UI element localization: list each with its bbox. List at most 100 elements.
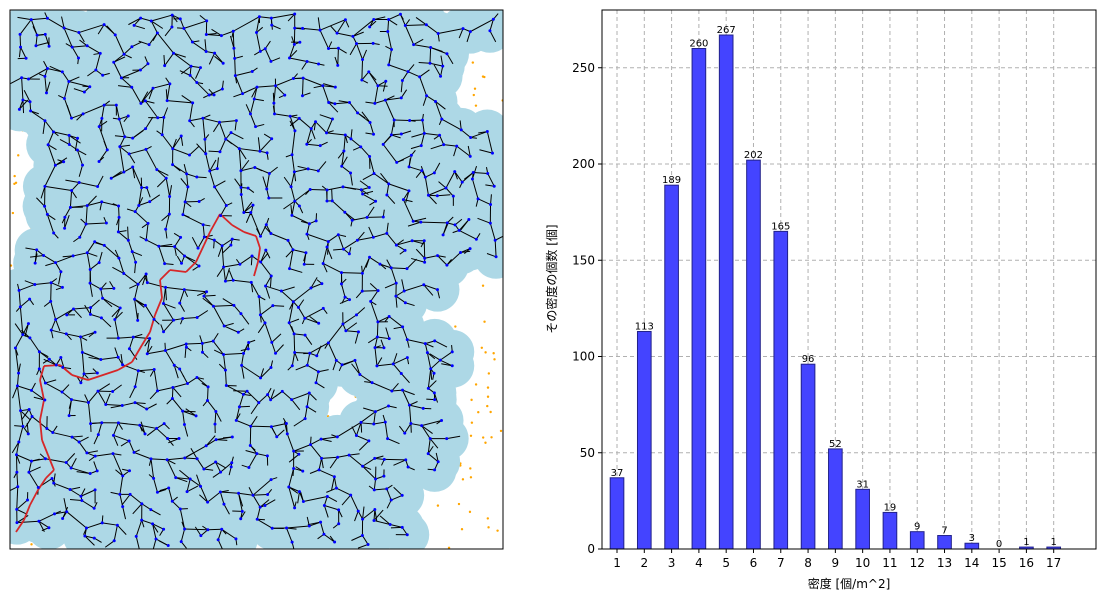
network-edge (319, 114, 333, 120)
network-edge (172, 383, 188, 388)
network-edge (157, 387, 174, 392)
network-edge (86, 241, 96, 254)
network-edge (275, 78, 294, 87)
network-edge (219, 491, 225, 505)
network-edge (80, 489, 96, 497)
network-edge (46, 214, 55, 234)
network-edge (112, 435, 119, 446)
network-edge (87, 252, 98, 257)
network-edge (295, 364, 308, 371)
network-edge (220, 205, 227, 216)
network-edge (173, 365, 179, 379)
network-edge (326, 246, 333, 260)
network-edge (114, 347, 119, 358)
network-edge (264, 499, 276, 506)
network-edge (323, 496, 328, 506)
network-edge (196, 474, 202, 487)
network-edge (102, 522, 118, 526)
network-edge (172, 398, 184, 412)
network-edge (101, 105, 105, 119)
network-edge (45, 382, 63, 393)
network-edge (117, 524, 127, 535)
network-edge (161, 117, 165, 135)
network-edge (214, 411, 217, 425)
network-edge (163, 303, 174, 321)
network-edge (38, 513, 55, 522)
network-edge (147, 350, 166, 355)
uncovered-point (486, 395, 490, 398)
network-edge (131, 87, 142, 104)
network-edge (271, 342, 276, 354)
network-edge (132, 503, 143, 515)
coverage-disc (467, 10, 503, 53)
network-edge (141, 519, 153, 525)
network-edge (179, 70, 191, 76)
network-edge (54, 511, 67, 515)
network-edge (97, 383, 111, 392)
network-edge (76, 471, 91, 475)
x-axis-ticks: 1 2 3 4 5 6 7 8 9 10 11 12 13 14 15 16 17 (613, 549, 1061, 570)
bar (828, 448, 843, 550)
network-edge (212, 332, 219, 342)
network-edge (20, 410, 31, 421)
network-edge (47, 144, 56, 166)
network-edge (114, 34, 125, 55)
uncovered-point (499, 429, 503, 433)
network-edge (291, 130, 296, 155)
network-edge (250, 415, 258, 427)
network-edge (301, 78, 304, 96)
network-edge (70, 205, 88, 208)
network-edge (166, 459, 176, 465)
network-edge (95, 53, 101, 71)
network-edge (242, 86, 258, 95)
network-edge (68, 76, 80, 82)
uncovered-point (474, 104, 478, 107)
network-edge (168, 438, 180, 444)
network-edge (134, 402, 146, 404)
network-edge (172, 135, 182, 149)
network-edge (174, 246, 185, 257)
network-edge (164, 26, 173, 37)
bar-value-label: 267 (717, 25, 736, 36)
bar (636, 330, 652, 550)
network-edge (113, 62, 122, 79)
network-edge (72, 252, 88, 257)
network-edge (93, 434, 99, 445)
network-edge (151, 14, 173, 22)
network-edge (84, 372, 98, 375)
network-edge (222, 298, 235, 306)
network-edge (182, 411, 185, 425)
network-edge (306, 61, 319, 65)
network-edge (146, 428, 157, 437)
network-edge (208, 52, 216, 65)
network-edge (89, 262, 100, 270)
network-edge (18, 47, 22, 58)
network-edge (98, 251, 103, 263)
network-edge (264, 40, 271, 50)
network-edge (21, 329, 31, 339)
network-edge (291, 352, 296, 366)
network-edge (230, 132, 244, 140)
network-edge (189, 478, 201, 487)
network-edge (123, 273, 139, 285)
network-edge (203, 461, 216, 470)
network-edge (29, 101, 32, 111)
network-edge (118, 231, 129, 241)
network-edge (120, 440, 130, 447)
network-edge (16, 472, 19, 487)
network-edge (214, 55, 224, 64)
network-edge (16, 515, 29, 524)
network-edge (44, 34, 50, 47)
network-edge (119, 146, 125, 173)
network-edge (19, 306, 24, 335)
network-edge (18, 283, 36, 291)
network-edge (68, 135, 81, 144)
network-edge (271, 333, 282, 343)
network-edge (127, 226, 129, 241)
network-edge (138, 40, 150, 46)
network-edge (196, 310, 209, 318)
network-edge (100, 356, 119, 360)
network-edge (309, 342, 329, 354)
bar (664, 184, 679, 550)
